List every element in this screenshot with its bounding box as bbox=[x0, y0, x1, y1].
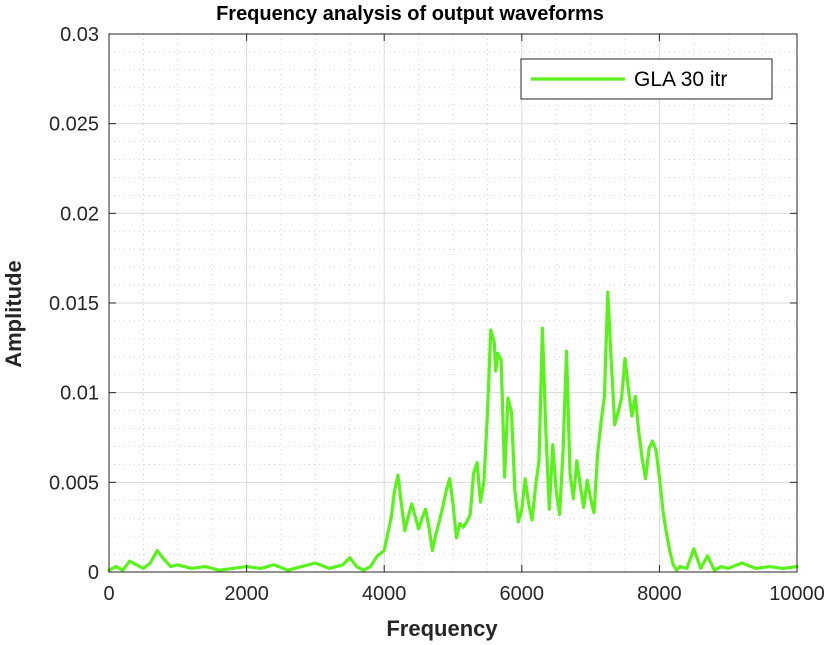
series-line-gla-30-itr bbox=[107, 290, 799, 572]
y-axis-label: Amplitude bbox=[1, 260, 26, 368]
legend[interactable]: GLA 30 itr bbox=[520, 58, 773, 100]
x-tick-label: 2000 bbox=[224, 583, 269, 605]
x-tick-label: 0 bbox=[103, 583, 114, 605]
axis-ticks bbox=[108, 33, 798, 573]
x-axis-label: Frequency bbox=[386, 616, 498, 641]
chart-title: Frequency analysis of output waveforms bbox=[216, 3, 604, 25]
x-tick-label: 4000 bbox=[362, 583, 407, 605]
y-tick-label: 0 bbox=[88, 562, 99, 584]
x-tick-label: 6000 bbox=[500, 583, 545, 605]
y-tick-labels: 0 0.005 0.01 0.015 0.02 0.025 0.03 bbox=[49, 24, 99, 584]
x-tick-label: 8000 bbox=[637, 583, 682, 605]
y-tick-label: 0.025 bbox=[49, 114, 99, 136]
y-tick-label: 0.01 bbox=[60, 383, 99, 405]
y-tick-label: 0.005 bbox=[49, 472, 99, 494]
x-tick-label: 10000 bbox=[769, 583, 825, 605]
grid bbox=[109, 34, 797, 572]
x-tick-labels: 0 2000 4000 6000 8000 10000 bbox=[103, 583, 824, 605]
y-tick-label: 0.02 bbox=[60, 203, 99, 225]
y-tick-label: 0.015 bbox=[49, 293, 99, 315]
y-tick-label: 0.03 bbox=[60, 24, 99, 46]
legend-label-gla-30-itr: GLA 30 itr bbox=[634, 68, 727, 91]
